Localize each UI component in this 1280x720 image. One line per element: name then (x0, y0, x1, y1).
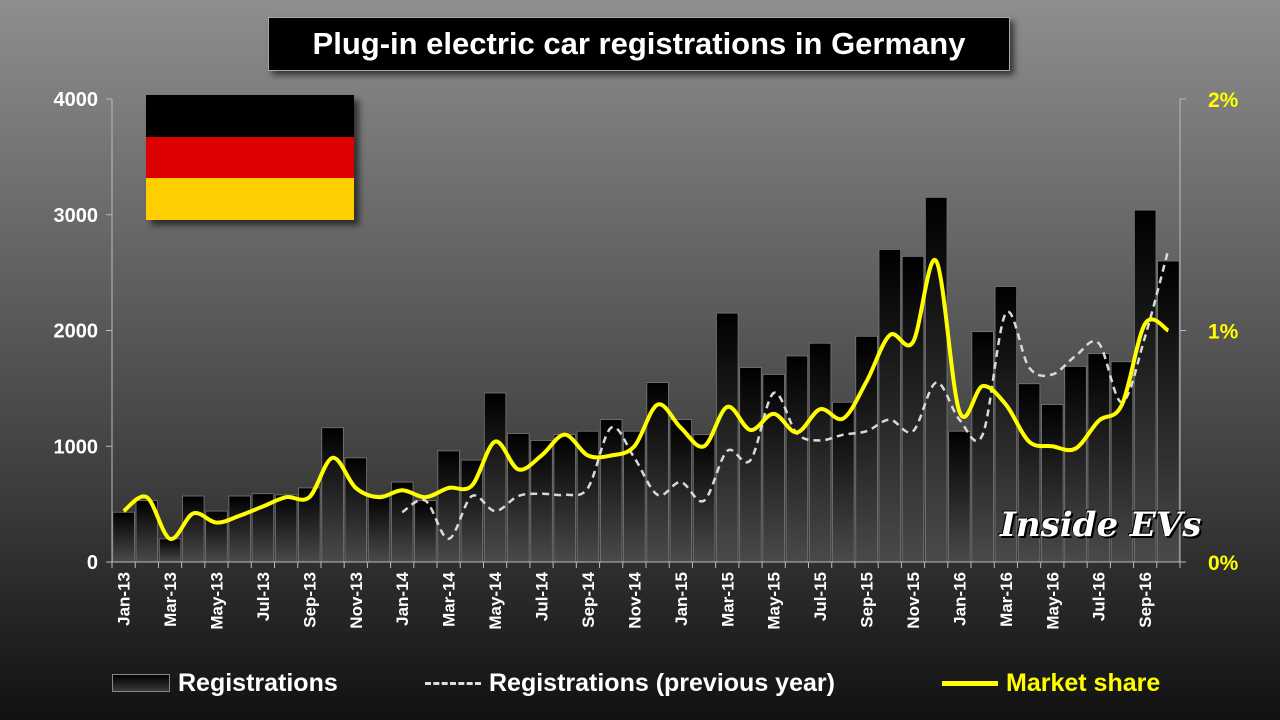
y-tick-label: 4000 (54, 89, 99, 111)
flag-stripe-gold (146, 178, 354, 221)
x-tick-label: Mar-14 (440, 571, 459, 626)
x-tick-label: May-14 (486, 571, 505, 629)
bar (228, 495, 251, 563)
x-tick-label: Sep-16 (1136, 572, 1155, 628)
bar (808, 342, 832, 563)
legend-item-market-share: Market share (942, 666, 1160, 700)
y2-tick-label: 2% (1208, 89, 1239, 112)
legend-item-previous-year: Registrations (previous year) (425, 666, 835, 700)
x-tick-label: Jan-13 (115, 572, 134, 626)
x-tick-label: Sep-14 (579, 571, 598, 627)
market-share-line (122, 258, 1170, 541)
x-tick-label: May-13 (207, 572, 226, 630)
x-tick-label: May-15 (765, 572, 784, 630)
bar (483, 392, 507, 563)
germany-flag-icon (146, 95, 354, 221)
bar (716, 312, 739, 563)
x-tick-label: May-16 (1043, 572, 1062, 630)
y-tick-label: 2000 (54, 321, 99, 343)
bar (948, 430, 971, 563)
bar (971, 331, 994, 563)
bar (367, 494, 391, 563)
bar (182, 495, 205, 563)
x-tick-label: Nov-15 (904, 572, 923, 629)
bar (669, 419, 693, 563)
y-tick-label: 1000 (54, 436, 99, 458)
legend-item-registrations: Registrations (112, 666, 338, 700)
x-tick-label: Jan-15 (672, 572, 691, 626)
bar (274, 494, 298, 563)
flag-stripe-red (146, 136, 354, 179)
y-tick-label: 0 (87, 552, 98, 574)
flag-stripe-black (146, 95, 354, 137)
x-tick-label: Jan-14 (393, 571, 412, 625)
bar-series (112, 196, 1180, 563)
x-tick-label: Jul-16 (1090, 572, 1109, 621)
x-tick-label: Mar-15 (718, 572, 737, 627)
chart-title: Plug-in electric car registrations in Ge… (268, 17, 1010, 71)
y-tick-label: 3000 (54, 205, 99, 227)
market-share-series (122, 258, 1170, 541)
bar (762, 374, 785, 563)
y-axis-right: 0% 1% 2% (1179, 89, 1239, 575)
legend-label: Registrations (178, 668, 338, 697)
x-tick-label: Jul-13 (254, 572, 273, 621)
legend-swatch-dashed (425, 681, 481, 685)
y-axis-left: 0 1000 2000 3000 4000 (54, 89, 113, 574)
bar (878, 249, 901, 563)
bar (112, 511, 135, 563)
legend-swatch-line (942, 680, 998, 686)
x-tick-label: Sep-13 (300, 572, 319, 628)
bar (553, 434, 576, 563)
bar (785, 355, 809, 563)
legend-label: Registrations (previous year) (489, 668, 835, 697)
bar (692, 434, 716, 563)
y2-tick-label: 1% (1208, 321, 1239, 344)
x-tick-label: Jul-14 (533, 571, 552, 621)
bar (437, 450, 460, 563)
x-tick-label: Sep-15 (858, 572, 877, 628)
bar (530, 440, 553, 563)
x-tick-label: Jul-15 (811, 572, 830, 621)
x-tick-label: Nov-13 (347, 572, 366, 629)
x-tick-label: Mar-13 (161, 572, 180, 627)
bar (925, 196, 948, 563)
legend-swatch-bar (112, 674, 170, 692)
x-axis: Jan-13 Mar-13 May-13 Jul-13 Sep-13 Nov-13 Jan-… (111, 561, 1181, 630)
x-tick-label: Mar-16 (997, 572, 1016, 627)
x-tick-label: Jan-16 (950, 572, 969, 626)
bar (901, 256, 925, 563)
bar (321, 427, 344, 563)
bar (158, 538, 182, 563)
watermark: Inside EVs (1000, 505, 1202, 545)
bar (832, 401, 855, 563)
bar (507, 433, 530, 563)
bar (739, 367, 762, 563)
legend-label: Market share (1006, 668, 1161, 697)
x-tick-label: Nov-14 (625, 571, 644, 628)
y2-tick-label: 0% (1208, 552, 1239, 575)
